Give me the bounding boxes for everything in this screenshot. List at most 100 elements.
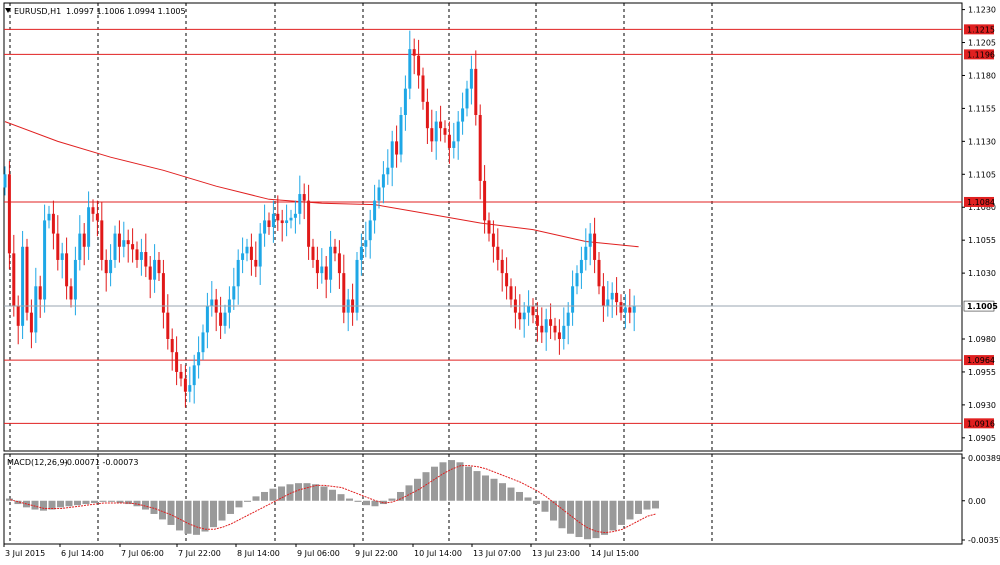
candle-body — [263, 220, 267, 234]
time-tick-label: 14 Jul 15:00 — [591, 549, 639, 558]
macd-tick-label: -0.00357 — [968, 536, 1000, 545]
candle-body — [373, 200, 377, 221]
candle-body — [267, 220, 271, 227]
price-tick-label: 1.1105 — [968, 170, 996, 179]
ohlc-values: 1.0997 1.1006 1.0994 1.1005 — [66, 7, 186, 16]
candle-body — [557, 332, 561, 339]
macd-histogram-bar — [295, 483, 302, 501]
bid-price-label: 1.1005 — [967, 302, 998, 311]
candle-body — [170, 339, 174, 353]
candle-body — [430, 128, 434, 142]
macd-histogram-bar — [133, 500, 141, 507]
macd-histogram-bar — [524, 497, 532, 501]
time-tick-label: 9 Jul 22:00 — [355, 549, 398, 558]
candle-body — [584, 246, 588, 260]
candle-body — [188, 385, 192, 392]
level-price-label: 1.0964 — [967, 356, 995, 365]
macd-histogram-bar — [499, 483, 506, 501]
macd-histogram-bar — [414, 478, 421, 501]
candle-body — [271, 213, 275, 227]
macd-histogram-bar — [371, 500, 379, 507]
candle-body — [522, 312, 526, 320]
macd-histogram-bar — [125, 500, 132, 505]
candle-body — [60, 253, 64, 260]
candle-body — [307, 200, 311, 247]
price-tick-label: 1.1155 — [968, 104, 996, 113]
macd-histogram-bar — [142, 500, 149, 510]
candle-body — [232, 286, 236, 300]
macd-histogram-bar — [210, 500, 217, 528]
macd-histogram-bar — [473, 471, 481, 501]
candle-body — [342, 273, 346, 313]
macd-histogram-bar — [618, 500, 625, 525]
time-axis: 3 Jul 2015 6 Jul 14:00 7 Jul 06:00 7 Jul 22… — [3, 544, 639, 558]
candle-body — [280, 220, 284, 224]
macd-histogram-bar — [533, 500, 540, 505]
candle-body — [205, 306, 209, 333]
time-tick-label: 13 Jul 23:00 — [532, 549, 580, 558]
candle-body — [175, 352, 179, 372]
macd-histogram-bar — [431, 466, 438, 501]
candle-body — [553, 325, 557, 333]
candle-body — [588, 233, 592, 247]
candle-body — [443, 128, 447, 135]
candle-body — [593, 233, 597, 260]
macd-histogram-bar — [626, 500, 634, 520]
candle-body — [34, 286, 38, 333]
macd-histogram-bar — [193, 500, 200, 535]
candle-body — [483, 180, 487, 221]
candle-body — [82, 233, 86, 247]
macd-histogram-bar — [14, 500, 22, 505]
candle-body — [69, 286, 73, 300]
candle-body — [192, 365, 196, 386]
candle-body — [417, 55, 421, 76]
candle-body — [597, 259, 601, 287]
candle-body — [478, 115, 482, 181]
macd-histogram-bar — [550, 500, 557, 521]
candle-body — [390, 141, 394, 168]
candle-body — [38, 286, 42, 300]
level-price-label: 1.1215 — [967, 25, 995, 34]
candle-body — [179, 371, 183, 379]
candle-body — [65, 253, 69, 287]
candle-body — [311, 246, 315, 260]
price-tick-label: 1.1230 — [968, 6, 996, 15]
level-price-label: 1.1196 — [967, 50, 995, 59]
candle-body — [210, 299, 214, 307]
macd-histogram-bar — [397, 491, 404, 501]
candle-body — [47, 213, 51, 221]
macd-histogram-bar — [482, 475, 489, 501]
candle-body — [395, 141, 399, 155]
macd-histogram-bar — [575, 500, 583, 538]
price-panel-frame — [3, 2, 963, 452]
price-tick-label: 1.0905 — [968, 434, 996, 443]
candle-body — [285, 220, 289, 224]
candle-body — [87, 207, 91, 247]
candle-body — [153, 259, 157, 280]
time-tick-label: 9 Jul 06:00 — [297, 549, 340, 558]
candle-body — [628, 307, 632, 313]
candle-body — [452, 141, 456, 148]
candle-body — [562, 325, 566, 339]
macd-histogram-bar — [269, 488, 277, 501]
macd-histogram-bar — [108, 500, 115, 502]
macd-histogram-bar — [422, 472, 430, 501]
bid-price-tag — [963, 300, 995, 312]
candle-body — [131, 244, 135, 250]
macd-histogram-bar — [252, 496, 260, 501]
macd-histogram-bar — [201, 500, 209, 532]
macd-histogram-bar — [635, 500, 642, 514]
level-price-label: 1.1084 — [967, 198, 995, 207]
candle-body — [540, 325, 544, 333]
macd-histogram-bar — [244, 500, 251, 502]
price-tick-label: 1.0980 — [968, 335, 996, 344]
macd-histogram-bar — [57, 500, 64, 508]
candle-body — [412, 49, 416, 56]
symbol-menu-triangle-icon[interactable] — [5, 8, 11, 13]
candle-body — [236, 259, 240, 287]
candle-body — [601, 286, 605, 307]
macd-tick-label: 0.00389 — [968, 454, 1000, 463]
horizontal-levels[interactable]: 1.1215 1.1196 1.1084 1.0964 1.0916 — [4, 24, 995, 429]
